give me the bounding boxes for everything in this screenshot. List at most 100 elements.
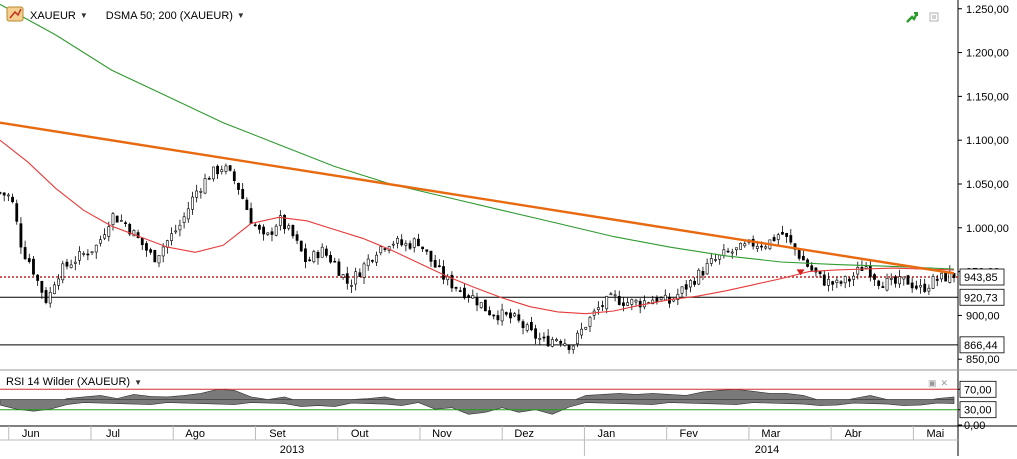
candle-body [383,248,387,250]
candle-body [919,285,922,288]
candle-body [124,222,127,224]
month-label: Fev [679,428,698,440]
candle-body [78,251,81,261]
close-icon[interactable]: ✕ [940,378,949,388]
maximize-icon[interactable] [929,12,939,25]
candle-body [333,260,337,263]
candle-body [471,295,475,299]
candle-body [509,312,512,319]
candle-body [57,278,60,286]
candle-body [195,190,199,198]
candle-body [504,312,508,315]
candle-body [755,245,759,249]
candle-body [513,313,517,317]
candle-body [542,336,546,339]
candle-body [483,299,487,312]
candle-body [735,247,738,251]
candle-body [295,234,299,241]
month-label: Ago [185,428,205,440]
candle-body [655,297,659,302]
candle-body [722,249,726,256]
candle-body [417,238,420,247]
candle-body [253,224,257,227]
candle-body [638,300,642,308]
candle-body [262,226,266,235]
candle-body [609,293,613,296]
year-label: 2014 [755,444,779,456]
candle-body [559,340,563,344]
candle-body [546,335,550,347]
candle-body [107,226,111,237]
candle-body [889,278,893,280]
candle-body [906,275,910,285]
chart-logo-icon[interactable] [6,6,24,25]
candle-body [835,279,839,283]
candle-body [827,278,830,286]
indicator-selector[interactable]: DSMA 50; 200 (XAUEUR) ▼ [106,10,245,22]
month-label: Out [351,428,369,440]
rsi-label: RSI 14 Wilder (XAUEUR) [6,376,131,388]
candle-body [517,314,521,321]
candle-body [224,165,228,172]
candle-body [822,274,826,286]
candle-body [65,261,69,267]
chevron-down-icon: ▼ [236,11,245,20]
toolbar: XAUEUR ▼ DSMA 50; 200 (XAUEUR) ▼ [6,6,245,25]
candle-body [170,233,173,241]
candle-body [952,273,956,278]
candle-body [2,192,6,196]
candle-body [789,235,793,243]
candle-body [36,274,40,281]
candle-body [898,276,902,285]
candle-body [776,234,780,240]
candle-body [237,182,240,190]
candle-body [211,166,215,180]
signal-marker [796,269,805,276]
price-badge-label: 920,73 [964,292,998,304]
candle-body [705,263,709,275]
candle-body [567,345,571,350]
sma-200-line [0,3,955,270]
rsi-corner-icons: ▣ ✕ [928,378,948,389]
rsi-badge [959,380,997,398]
candle-body [437,265,441,267]
maximize-icon[interactable]: ▣ [928,378,937,388]
candle-body [216,165,219,175]
candle-body [596,307,600,311]
candle-body [157,255,161,264]
candle-body [391,243,395,246]
candle-body [232,171,236,181]
candle-body [324,248,328,256]
candle-body [935,278,939,281]
candle-body [852,275,855,280]
rsi-indicator-selector[interactable]: RSI 14 Wilder (XAUEUR) ▼ [6,376,142,388]
candle-body [404,243,408,246]
candle-body [429,250,433,262]
symbol-selector[interactable]: XAUEUR ▼ [30,10,88,22]
candle-body [400,239,404,246]
trend-arrow-icon[interactable] [905,10,919,27]
candle-body [433,260,437,268]
price-tick-label: 850,00 [966,354,1000,366]
candle-body [676,293,680,300]
trendline [0,121,955,275]
candle-body [772,237,776,241]
candle-body [843,276,847,284]
candle-body [161,246,165,257]
candle-body [475,297,479,306]
candle-body [617,296,621,305]
chart-corner-icons [905,10,939,27]
candle-body [885,277,889,291]
candle-body [425,249,429,252]
rsi-badge [959,401,997,419]
candle-body [82,253,86,255]
candle-body [496,315,500,321]
month-label: Jun [22,428,40,440]
candle-body [529,321,533,331]
candle-body [873,274,876,280]
candle-body [630,299,634,305]
candle-body [308,259,312,262]
candle-body [709,258,713,264]
